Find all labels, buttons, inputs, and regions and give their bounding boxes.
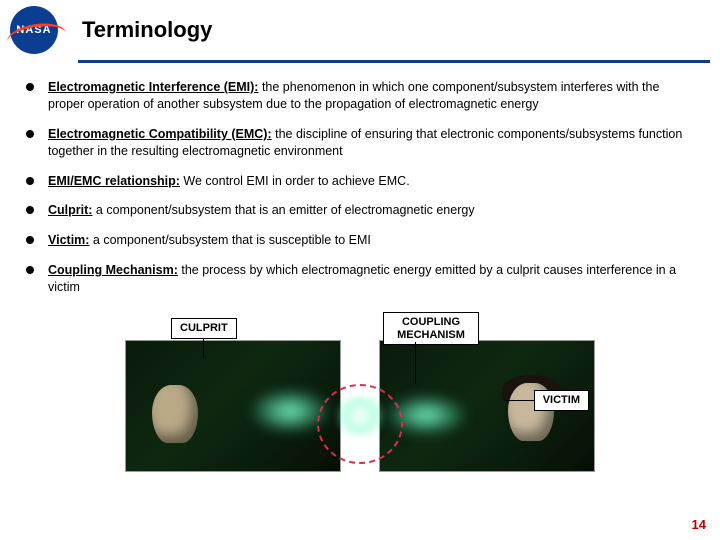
list-item: Culprit: a component/subsystem that is a… — [26, 202, 694, 219]
victim-callout: VICTIM — [534, 390, 589, 411]
page-number: 14 — [692, 517, 706, 532]
term-label: Electromagnetic Interference (EMI): — [48, 80, 258, 94]
culprit-panel — [125, 340, 341, 472]
coupling-dashed-circle-icon — [317, 384, 403, 464]
leader-line-icon — [505, 400, 535, 401]
culprit-callout: CULPRIT — [171, 318, 237, 339]
term-label: Electromagnetic Compatibility (EMC): — [48, 127, 272, 141]
nasa-logo: NASA — [10, 6, 68, 54]
term-label: Culprit: — [48, 203, 92, 217]
slide-header: NASA Terminology — [0, 0, 720, 58]
term-label: Victim: — [48, 233, 89, 247]
leader-line-icon — [203, 338, 204, 358]
terminology-list: Electromagnetic Interference (EMI): the … — [26, 79, 694, 296]
list-item: Victim: a component/subsystem that is su… — [26, 232, 694, 249]
term-body: a component/subsystem that is an emitter… — [92, 203, 474, 217]
figure-area: CULPRIT COUPLING MECHANISM VICTIM — [125, 314, 595, 474]
list-item: Electromagnetic Compatibility (EMC): the… — [26, 126, 694, 160]
term-label: Coupling Mechanism: — [48, 263, 178, 277]
culprit-figure-icon — [152, 385, 198, 443]
term-body: We control EMI in order to achieve EMC. — [180, 174, 410, 188]
content-area: Electromagnetic Interference (EMI): the … — [0, 63, 720, 474]
list-item: EMI/EMC relationship: We control EMI in … — [26, 173, 694, 190]
coupling-callout: COUPLING MECHANISM — [383, 312, 479, 345]
list-item: Electromagnetic Interference (EMI): the … — [26, 79, 694, 113]
term-label: EMI/EMC relationship: — [48, 174, 180, 188]
leader-line-icon — [415, 342, 416, 384]
term-body: a component/subsystem that is susceptibl… — [89, 233, 370, 247]
page-title: Terminology — [82, 17, 212, 43]
list-item: Coupling Mechanism: the process by which… — [26, 262, 694, 296]
